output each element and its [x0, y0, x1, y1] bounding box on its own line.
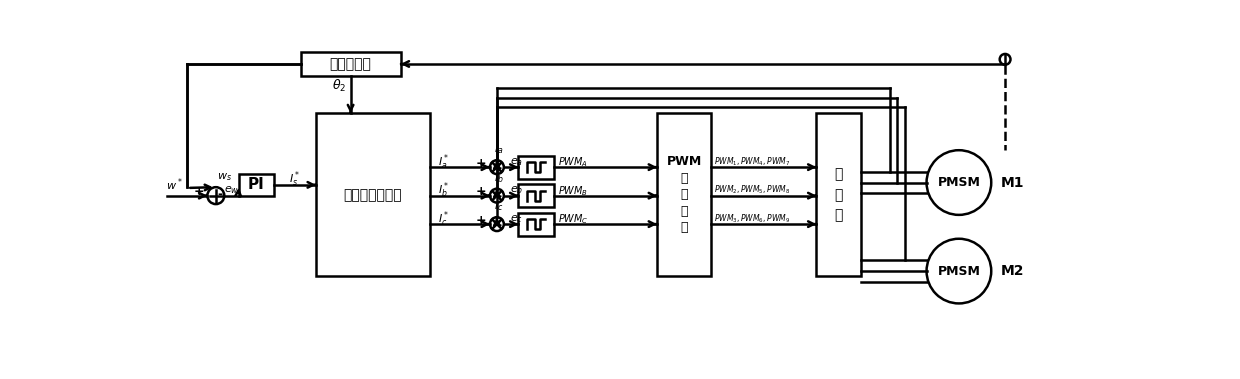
Text: $PWM_2, PWM_5, PWM_8$: $PWM_2, PWM_5, PWM_8$: [714, 184, 790, 196]
Text: +: +: [475, 214, 486, 227]
Text: 位置与转速: 位置与转速: [330, 57, 372, 71]
Text: $e_a$: $e_a$: [510, 156, 523, 168]
Text: $I_c$: $I_c$: [494, 199, 503, 213]
Bar: [657, 113, 711, 276]
Text: 参考电流发生器: 参考电流发生器: [343, 188, 402, 202]
Text: PMSM: PMSM: [937, 176, 981, 189]
Text: $I_a$: $I_a$: [494, 143, 503, 157]
Text: $I_b^*$: $I_b^*$: [438, 180, 449, 200]
Text: $I_c^*$: $I_c^*$: [438, 209, 449, 229]
Bar: [518, 213, 554, 236]
Text: -: -: [217, 188, 222, 201]
Text: $w^*$: $w^*$: [166, 177, 182, 193]
Text: $e_b$: $e_b$: [510, 184, 523, 196]
Text: 逆
变
器: 逆 变 器: [835, 167, 843, 222]
Text: PI: PI: [248, 177, 264, 193]
Text: $e_c$: $e_c$: [510, 213, 523, 225]
Bar: [816, 113, 861, 276]
Text: $I_b$: $I_b$: [494, 171, 503, 185]
Bar: [518, 156, 554, 179]
Text: +: +: [475, 185, 486, 198]
Text: +: +: [193, 185, 205, 198]
Text: $e_w$: $e_w$: [223, 184, 239, 196]
Text: $PWM_3, PWM_6, PWM_9$: $PWM_3, PWM_6, PWM_9$: [714, 213, 790, 225]
Text: $I_a^*$: $I_a^*$: [438, 152, 449, 172]
Text: $PWM_C$: $PWM_C$: [558, 213, 588, 226]
Text: M2: M2: [1001, 264, 1024, 278]
Text: -: -: [496, 219, 501, 232]
Text: -: -: [496, 190, 501, 203]
Text: +: +: [475, 157, 486, 170]
Bar: [518, 184, 554, 207]
Text: $PWM_B$: $PWM_B$: [558, 184, 588, 198]
Text: $PWM_A$: $PWM_A$: [558, 156, 588, 169]
Text: $PWM_1, PWM_4, PWM_7$: $PWM_1, PWM_4, PWM_7$: [714, 155, 790, 168]
Bar: [316, 113, 430, 276]
Bar: [300, 52, 401, 76]
Text: $\theta_2$: $\theta_2$: [332, 77, 347, 94]
Bar: [239, 174, 274, 196]
Text: M1: M1: [1001, 175, 1024, 190]
Text: PWM
产
生
单
元: PWM 产 生 单 元: [666, 155, 702, 234]
Text: $I_s^*$: $I_s^*$: [289, 170, 300, 189]
Text: -: -: [496, 162, 501, 175]
Text: $w_s$: $w_s$: [217, 172, 232, 183]
Text: PMSM: PMSM: [937, 265, 981, 277]
